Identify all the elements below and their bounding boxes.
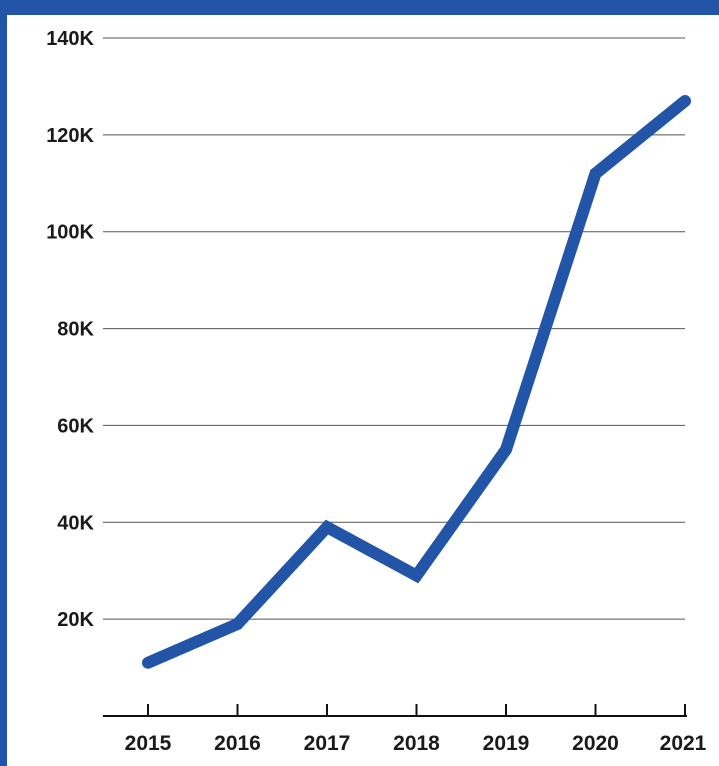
- data-point-2017: [327, 527, 328, 528]
- y-tick-label-40k: 40K: [57, 512, 94, 534]
- x-axis-tick-labels: 2015 2016 2017 2018 2019 2020 2021: [125, 732, 707, 755]
- data-point-2015: [148, 662, 149, 663]
- x-tick-label-2016: 2016: [214, 732, 261, 755]
- data-point-2016: [237, 623, 238, 624]
- x-tick-label-2018: 2018: [393, 732, 440, 755]
- x-tick-label-2019: 2019: [483, 732, 530, 755]
- data-point-2019: [506, 449, 507, 450]
- y-axis-tick-labels: 20K 40K 60K 80K 100K 120K 140K: [46, 28, 94, 631]
- y-tick-label-100k: 100K: [46, 222, 94, 244]
- series-lines: [142, 95, 691, 669]
- data-point-2021: [685, 100, 686, 101]
- x-tick-label-2020: 2020: [572, 732, 619, 755]
- y-tick-label-80k: 80K: [57, 319, 94, 341]
- x-tick-label-2021: 2021: [660, 732, 707, 755]
- y-tick-label-20k: 20K: [57, 609, 94, 631]
- y-tick-label-120k: 120K: [46, 125, 94, 147]
- y-tick-label-60k: 60K: [57, 415, 94, 437]
- data-point-2020: [595, 173, 596, 174]
- x-tick-label-2017: 2017: [304, 732, 351, 755]
- x-axis: [103, 704, 687, 717]
- x-tick-label-2015: 2015: [125, 732, 172, 755]
- data-point-2018: [416, 575, 417, 576]
- gridlines: [103, 37, 685, 620]
- series-line-0: [142, 95, 691, 669]
- y-tick-label-140k: 140K: [46, 28, 94, 50]
